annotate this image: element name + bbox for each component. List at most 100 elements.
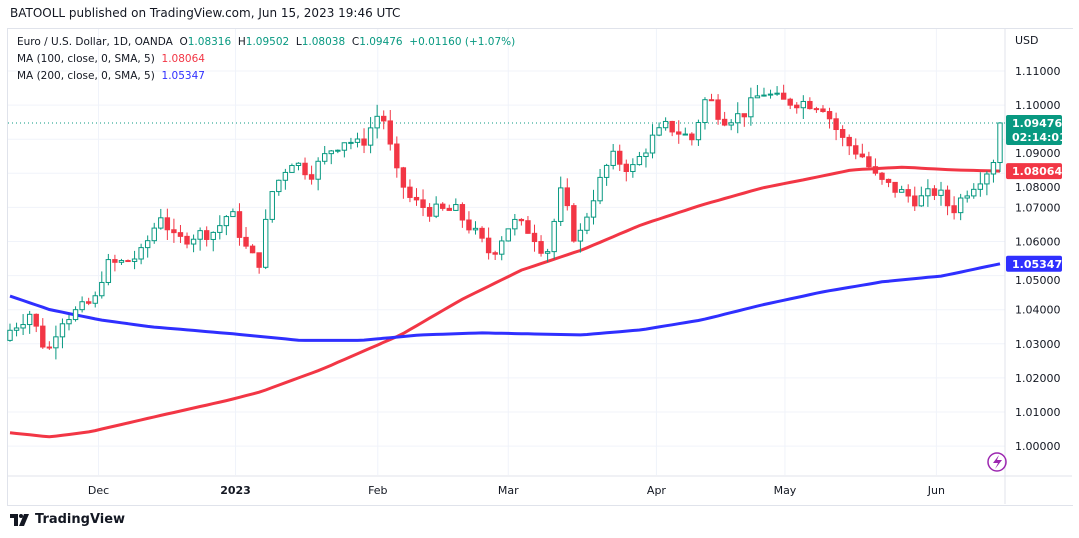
candle-body	[315, 160, 321, 180]
candle	[630, 158, 636, 178]
candle	[977, 172, 984, 197]
candle	[171, 218, 177, 243]
tradingview-logo[interactable]: TradingView	[10, 512, 125, 527]
candle-body	[774, 92, 780, 95]
candle	[833, 112, 839, 141]
x-tick-label: May	[774, 484, 797, 497]
candle	[223, 215, 230, 236]
candle-body	[544, 251, 551, 254]
candle-body	[767, 93, 774, 96]
candle	[217, 215, 223, 240]
candle	[197, 227, 203, 251]
candle	[66, 314, 72, 331]
candle	[597, 168, 603, 205]
candle-body	[230, 211, 236, 218]
candle-body	[925, 188, 931, 197]
candle	[210, 231, 216, 252]
candle-body	[662, 120, 669, 129]
candle-body	[138, 247, 144, 260]
candle-body	[571, 205, 577, 242]
candle-body	[728, 122, 734, 126]
candle-body	[164, 217, 171, 231]
candle-body	[636, 156, 643, 166]
candle-body	[453, 204, 459, 211]
candle	[590, 189, 597, 225]
currency-label: USD	[1015, 34, 1039, 47]
candle	[951, 196, 957, 220]
chart-panel	[7, 28, 1073, 506]
x-tick-label: Apr	[647, 484, 667, 497]
open-value: 1.08316	[187, 36, 232, 48]
candle	[400, 166, 407, 199]
candle	[394, 136, 400, 178]
candle-body	[702, 99, 708, 124]
chart-legend: Euro / U.S. Dollar, 1D, OANDA O1.08316 H…	[17, 34, 515, 85]
candle-body	[603, 164, 610, 178]
candle-body	[236, 211, 243, 238]
candle-body	[590, 200, 597, 218]
last-price-tag-bg	[1006, 114, 1062, 145]
candle	[459, 202, 466, 228]
candle	[669, 120, 675, 137]
y-tick-label: 1.01000	[1015, 406, 1061, 419]
candle-body	[413, 196, 420, 201]
candle-body	[715, 99, 721, 120]
y-tick-label: 1.10000	[1015, 99, 1061, 112]
candle	[59, 318, 66, 349]
candle-body	[531, 232, 538, 243]
candle	[564, 178, 570, 211]
candle	[466, 211, 472, 234]
candle-body	[249, 245, 256, 254]
candle-body	[158, 217, 164, 229]
candle-body	[938, 189, 944, 196]
candle-body	[59, 323, 66, 338]
candle	[72, 306, 79, 322]
brand-name: TradingView	[35, 512, 126, 527]
candle-body	[649, 134, 656, 154]
candle-body	[518, 218, 525, 222]
candle-body	[33, 313, 39, 327]
candle-body	[308, 174, 315, 180]
candle	[341, 142, 348, 158]
candle	[905, 184, 911, 203]
ma100-legend[interactable]: MA (100, close, 0, SMA, 5) 1.08064	[17, 51, 515, 68]
symbol-name: Euro / U.S. Dollar, 1D, OANDA	[17, 36, 173, 48]
candle-body	[144, 240, 151, 249]
candle-body	[394, 143, 400, 169]
candle	[525, 216, 531, 234]
candle	[938, 181, 944, 206]
candle	[499, 236, 505, 261]
candle	[289, 163, 295, 173]
candle-body	[853, 145, 859, 155]
ma200-legend[interactable]: MA (200, close, 0, SMA, 5) 1.05347	[17, 68, 515, 85]
candle-body	[898, 189, 905, 193]
candle-body	[833, 118, 839, 131]
candle-body	[322, 153, 328, 162]
candle-body	[269, 191, 275, 220]
candle	[531, 224, 538, 252]
candle	[26, 310, 33, 334]
candle	[846, 134, 852, 156]
ma100-value: 1.08064	[161, 53, 205, 65]
ma200-label: MA (200, close, 0, SMA, 5)	[17, 70, 155, 82]
candle-body	[505, 228, 511, 242]
candle	[577, 223, 584, 253]
candle-body	[669, 120, 675, 133]
candle-body	[525, 220, 531, 234]
candle-body	[13, 327, 20, 331]
lightning-icon[interactable]	[987, 452, 1007, 472]
x-tick-label: 2023	[220, 484, 251, 497]
candle-body	[341, 142, 348, 151]
candle-body	[7, 329, 13, 341]
candle	[551, 218, 557, 260]
candle-body	[826, 111, 833, 120]
candle	[990, 159, 997, 183]
candle-body	[721, 118, 728, 126]
candle-body	[171, 229, 177, 234]
candle-body	[610, 150, 616, 166]
candle-body	[289, 164, 295, 173]
candle-body	[374, 115, 380, 129]
candle	[610, 144, 616, 170]
candle-body	[20, 324, 26, 329]
